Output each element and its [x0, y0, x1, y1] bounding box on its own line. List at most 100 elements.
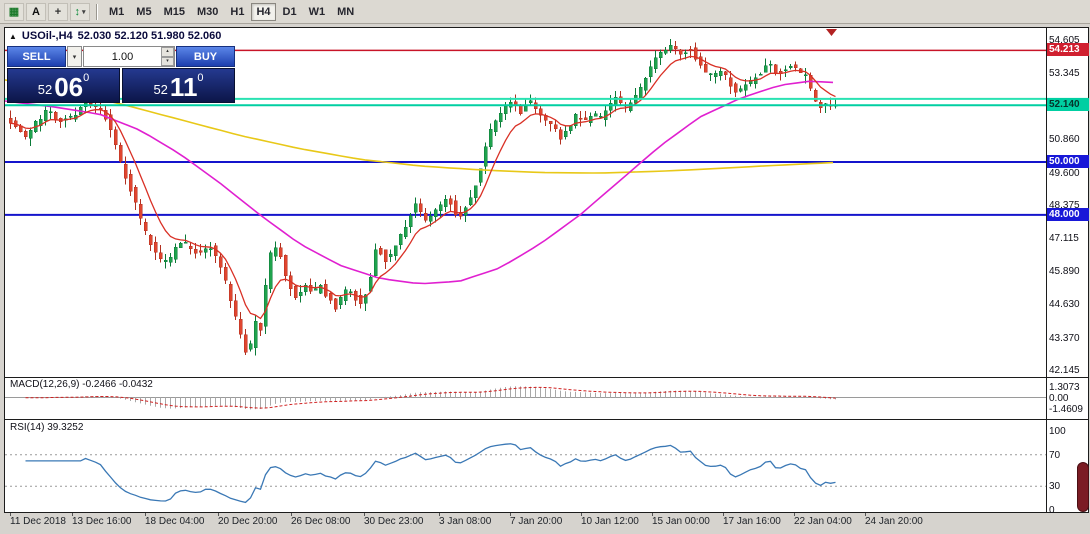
ask-main: 52: [153, 82, 168, 97]
time-tick: [145, 513, 146, 516]
autotrading-button[interactable]: A: [26, 2, 46, 21]
price-axis-label: 54.605: [1049, 35, 1080, 46]
bid-pips: 06: [54, 72, 84, 102]
time-axis-label: 15 Jan 00:00: [652, 516, 710, 527]
chart-frame-right: [1088, 27, 1089, 513]
bid-price[interactable]: 52 06 0: [7, 68, 120, 103]
time-axis-label: 13 Dec 16:00: [72, 516, 132, 527]
volume-increase-button[interactable]: ▴: [161, 47, 174, 57]
crosshair-button[interactable]: +: [48, 2, 68, 21]
chevron-down-icon: ▾: [166, 57, 169, 64]
price-axis-label: 1.3073: [1049, 382, 1080, 394]
volume-value[interactable]: 1.00: [111, 50, 134, 63]
ask-price[interactable]: 52 11 0: [122, 68, 235, 103]
rsi-label: RSI(14) 39.3252: [10, 422, 84, 433]
ask-pips: 11: [169, 72, 198, 102]
bid-sub: 0: [83, 72, 90, 84]
price-axis-label: 44.630: [1049, 299, 1080, 311]
time-axis-label: 24 Jan 20:00: [865, 516, 923, 527]
price-axis-label: 0.00: [1049, 392, 1069, 404]
trade-controls-row: SELL ▾ 1.00 ▴ ▾ BUY: [7, 46, 235, 67]
timeframe-m15-button[interactable]: M15: [159, 3, 190, 21]
price-axis-label: 47.115: [1049, 233, 1079, 245]
price-axis-label: 48.375: [1049, 200, 1080, 211]
price-axis-label: 30: [1049, 481, 1061, 493]
time-tick: [291, 513, 292, 516]
timeframe-m1-button[interactable]: M1: [104, 3, 129, 21]
new-order-button[interactable]: ↕ ▾: [70, 2, 90, 21]
time-tick: [364, 513, 365, 516]
time-axis-label: 18 Dec 04:00: [145, 516, 205, 527]
crosshair-icon: +: [54, 5, 62, 18]
time-tick: [510, 513, 511, 516]
price-axis-label: 50.860: [1049, 134, 1080, 146]
price-axis-label: 42.145: [1049, 365, 1080, 376]
symbol-timeframe-label: USOil-,H4: [21, 30, 73, 42]
timeframe-m5-button[interactable]: M5: [131, 3, 156, 21]
time-axis-label: 22 Jan 04:00: [794, 516, 852, 527]
time-axis-label: 20 Dec 20:00: [218, 516, 278, 527]
time-tick: [723, 513, 724, 516]
time-tick: [581, 513, 582, 516]
time-axis-label: 26 Dec 08:00: [291, 516, 351, 527]
one-click-trading-panel: SELL ▾ 1.00 ▴ ▾ BUY 52 06 0 52 11 0: [7, 46, 235, 103]
price-badge: 54.213: [1047, 43, 1089, 57]
price-axis[interactable]: 54.605 53.345 50.860 49.600 48.375 47.115 45.8…: [1047, 0, 1090, 534]
time-axis-label: 11 Dec 2018: [10, 516, 66, 527]
volume-spin-buttons: ▴ ▾: [161, 47, 174, 66]
price-axis-label: 0: [1049, 505, 1055, 516]
time-axis-label: 7 Jan 20:00: [510, 516, 563, 527]
main-panel-divider[interactable]: [4, 377, 1089, 378]
price-badge: 50.000: [1047, 154, 1089, 168]
timeframe-group: M1 M5 M15 M30 H1 H4 D1 W1 MN: [104, 2, 359, 21]
price-axis-label: 100: [1049, 426, 1066, 437]
chevron-down-icon: ▾: [81, 8, 86, 16]
rsi-panel-divider: [4, 512, 1089, 513]
timeframe-d1-button[interactable]: D1: [278, 3, 302, 21]
toolbar-separator: [96, 3, 98, 20]
volume-stepper[interactable]: 1.00 ▴ ▾: [83, 46, 175, 67]
price-badge: 48.000: [1047, 207, 1089, 221]
sell-button[interactable]: SELL: [7, 46, 66, 67]
macd-panel-divider[interactable]: [4, 419, 1089, 420]
ask-sub: 0: [197, 72, 204, 84]
quote-row: 52 06 0 52 11 0: [7, 68, 235, 103]
timeframe-w1-button[interactable]: W1: [304, 3, 331, 21]
time-tick: [10, 513, 11, 516]
new-order-icon: ↕: [74, 5, 80, 18]
time-tick: [72, 513, 73, 516]
time-axis[interactable]: 11 Dec 2018 13 Dec 16:00 18 Dec 04:00 20 De…: [0, 513, 1090, 534]
time-tick: [865, 513, 866, 516]
time-axis-label: 17 Jan 16:00: [723, 516, 781, 527]
chart-window-icon: ▦: [8, 6, 20, 18]
toolbar-icon-group: ▦ A + ↕ ▾: [4, 2, 90, 21]
macd-label: MACD(12,26,9) -0.2466 -0.0432: [10, 379, 153, 390]
timeframe-mn-button[interactable]: MN: [332, 3, 359, 21]
chart-title: ▲ USOil-,H4 52.030 52.120 51.980 52.060: [9, 30, 221, 42]
toolbar: ▦ A + ↕ ▾ M1 M5 M15 M30 H1 H4 D1 W1 MN: [0, 0, 1090, 24]
chevron-down-icon: ▾: [72, 53, 77, 61]
buy-button[interactable]: BUY: [176, 46, 235, 67]
time-tick: [218, 513, 219, 516]
scrollbar-thumb[interactable]: [1077, 462, 1089, 512]
time-tick: [794, 513, 795, 516]
volume-decrease-button[interactable]: ▾: [161, 56, 174, 66]
ohlc-values: 52.030 52.120 51.980 52.060: [77, 30, 222, 42]
volume-dropdown-button[interactable]: ▾: [67, 46, 82, 67]
chart-window-button[interactable]: ▦: [4, 2, 24, 21]
price-axis-label: 49.600: [1049, 167, 1080, 179]
symbol-marker-icon: ▲: [9, 31, 17, 41]
time-tick: [652, 513, 653, 516]
timeframe-h1-button[interactable]: H1: [225, 3, 249, 21]
price-axis-label: -1.4609: [1049, 404, 1083, 416]
chevron-up-icon: ▴: [166, 48, 169, 55]
price-axis-label: 43.370: [1049, 332, 1080, 344]
timeframe-h4-button[interactable]: H4: [251, 2, 276, 21]
time-axis-label: 3 Jan 08:00: [439, 516, 492, 527]
bid-main: 52: [37, 82, 53, 97]
price-axis-label: 53.345: [1049, 68, 1080, 80]
price-axis-separator: [1046, 27, 1047, 513]
price-axis-label: 45.890: [1049, 265, 1080, 277]
timeframe-m30-button[interactable]: M30: [192, 3, 223, 21]
